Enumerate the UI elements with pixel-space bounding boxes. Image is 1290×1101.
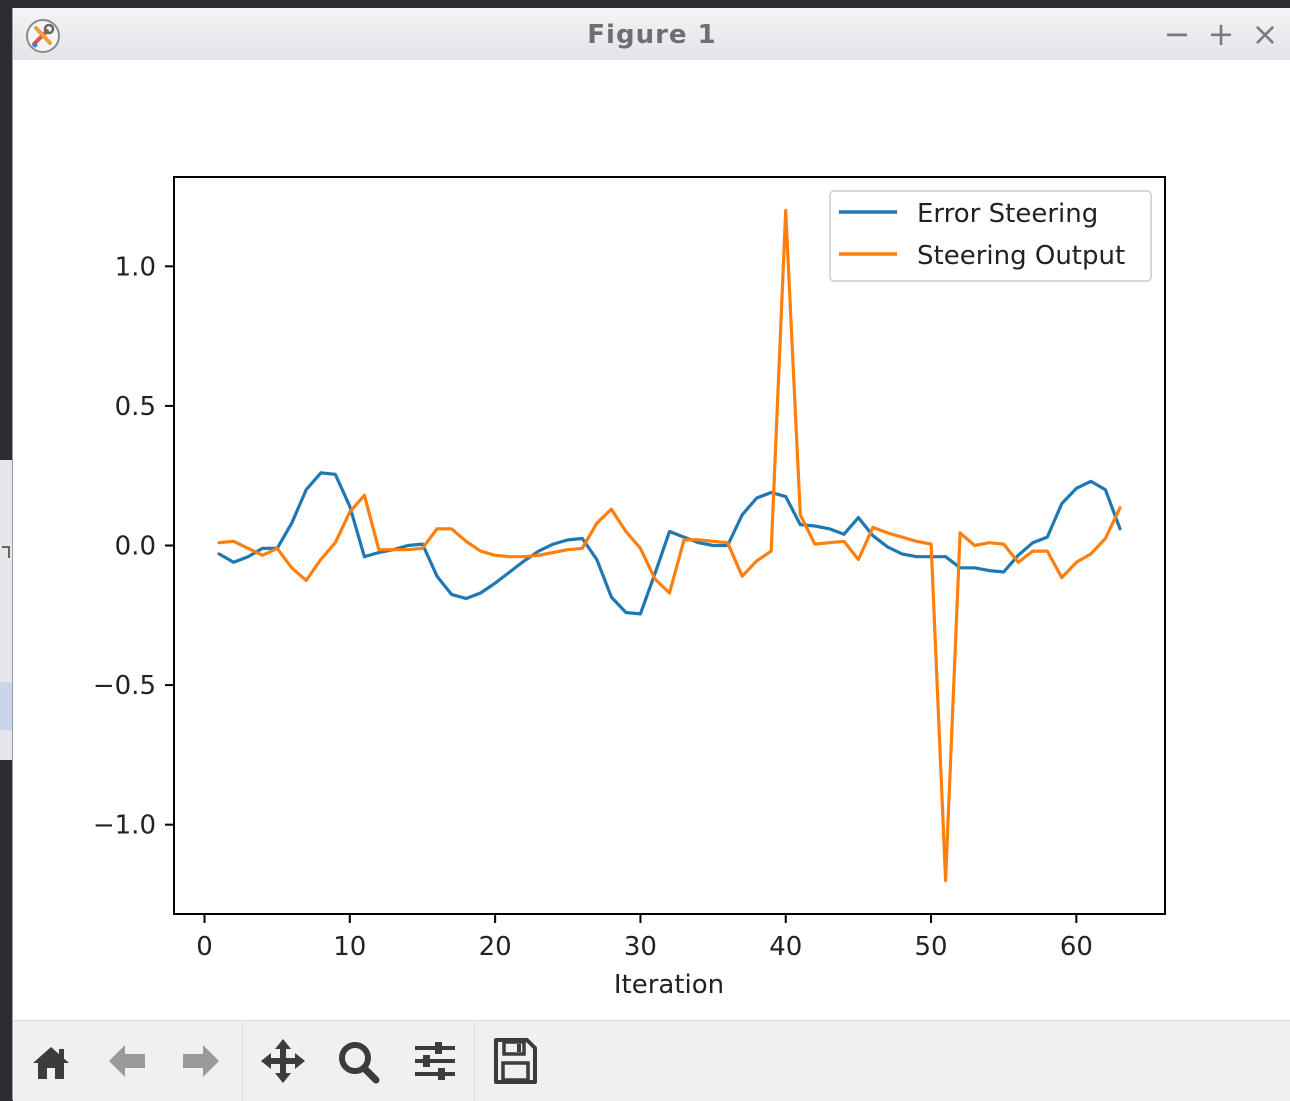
title-bar[interactable]: Figure 1 − + ×	[13, 8, 1290, 61]
maximize-button[interactable]: +	[1207, 15, 1235, 53]
x-tick-label: 60	[1060, 932, 1093, 962]
legend-box	[829, 190, 1152, 282]
y-tick-label: 0.0	[115, 532, 156, 562]
y-tick-label: −0.5	[93, 671, 156, 701]
back-button[interactable]	[97, 1033, 157, 1089]
arrow-left-icon	[109, 1045, 145, 1077]
arrow-right-icon	[183, 1045, 219, 1077]
plot-area[interactable]: 0 10 20 30 40 50 60 1.0 0.5 0.0 −0.5 −1.0 Iteratio…	[13, 60, 1290, 1020]
series-line-steering-output	[217, 208, 1122, 883]
axes-frame	[173, 176, 1166, 915]
move-arrows-icon	[261, 1039, 305, 1083]
toolbar-separator	[242, 1021, 243, 1101]
legend-label-steering-output: Steering Output	[917, 241, 1125, 271]
y-axis: 1.0 0.5 0.0 −0.5 −1.0	[93, 252, 174, 841]
pan-button[interactable]	[253, 1033, 313, 1089]
x-tick-label: 30	[624, 932, 657, 962]
x-tick-label: 0	[196, 932, 213, 962]
x-axis-label: Iteration	[614, 970, 724, 1000]
x-tick-label: 10	[333, 932, 366, 962]
magnifier-icon	[339, 1042, 380, 1084]
home-icon	[33, 1047, 69, 1079]
home-button[interactable]	[21, 1033, 81, 1089]
x-tick-label: 20	[479, 932, 512, 962]
navigation-toolbar	[13, 1020, 1290, 1101]
toolbar-separator	[474, 1021, 475, 1101]
floppy-disk-icon	[494, 1038, 537, 1084]
y-tick-label: 1.0	[115, 252, 156, 282]
series-layer	[217, 208, 1122, 883]
y-tick-label: −1.0	[93, 811, 156, 841]
minimize-button[interactable]: −	[1163, 15, 1191, 53]
close-button[interactable]: ×	[1251, 15, 1279, 53]
window-title: Figure 1	[587, 20, 717, 50]
background-checkmark	[2, 546, 10, 558]
background-selection	[0, 682, 12, 730]
x-axis: 0 10 20 30 40 50 60	[196, 914, 1093, 962]
figure-window: Figure 1 − + × 0 10 20 30 40 50 60 1.0 0.5 0.0 −0…	[12, 8, 1290, 1101]
x-tick-label: 50	[915, 932, 948, 962]
matplotlib-tools-icon[interactable]	[25, 18, 61, 54]
forward-button[interactable]	[171, 1033, 231, 1089]
legend: Error Steering Steering Output	[829, 190, 1152, 282]
series-line-error-steering	[217, 471, 1122, 616]
legend-label-error-steering: Error Steering	[917, 199, 1098, 229]
zoom-button[interactable]	[329, 1033, 389, 1089]
configure-subplots-button[interactable]	[405, 1033, 465, 1089]
line-chart[interactable]: 0 10 20 30 40 50 60 1.0 0.5 0.0 −0.5 −1.0 Iteratio…	[13, 60, 1290, 1020]
sliders-icon	[415, 1042, 455, 1080]
y-tick-label: 0.5	[115, 392, 156, 422]
x-tick-label: 40	[769, 932, 802, 962]
save-button[interactable]	[485, 1033, 545, 1089]
